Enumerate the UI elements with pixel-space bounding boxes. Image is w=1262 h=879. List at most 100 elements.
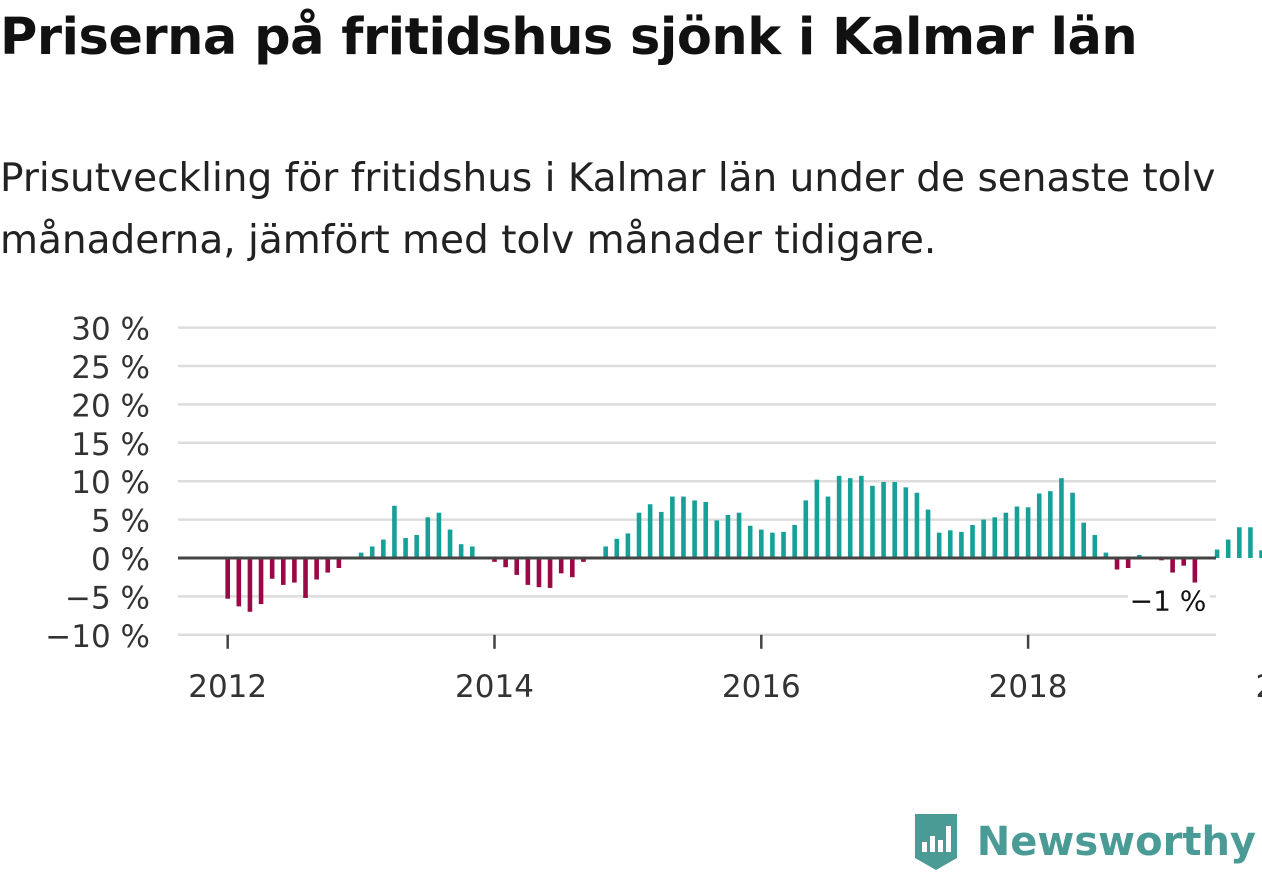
bar — [447, 529, 453, 558]
bar — [647, 504, 653, 558]
bar — [458, 544, 464, 558]
last-value-annotation: −1 % — [1130, 585, 1207, 618]
y-tick-label: −5 % — [65, 580, 150, 616]
bar — [670, 496, 675, 558]
bar — [514, 558, 520, 575]
y-tick-label: 10 % — [71, 465, 150, 501]
bar — [1136, 554, 1142, 558]
bar — [781, 531, 786, 558]
x-tick-label: 2014 — [455, 669, 534, 700]
y-tick-label: 25 % — [71, 350, 150, 386]
chart-subtitle: Prisutveckling för fritidshus i Kalmar l… — [0, 156, 1216, 263]
bar — [436, 512, 442, 558]
bar — [292, 558, 297, 583]
bar — [681, 496, 686, 558]
bar — [947, 530, 953, 558]
bar — [1059, 478, 1064, 558]
bar — [269, 558, 275, 579]
bar — [992, 517, 998, 558]
bar — [1114, 558, 1120, 570]
bar — [303, 558, 308, 598]
bar — [425, 517, 431, 558]
bar — [314, 558, 319, 580]
bar — [336, 558, 342, 568]
bar — [1248, 527, 1253, 558]
bar — [1192, 558, 1198, 583]
bar — [658, 511, 664, 558]
bar — [903, 487, 909, 558]
bar — [236, 558, 242, 607]
y-tick-label: 5 % — [91, 504, 150, 540]
x-tick-label: 2016 — [722, 669, 801, 700]
bar — [836, 475, 842, 558]
bar — [936, 532, 942, 558]
bar — [581, 558, 586, 562]
bar — [392, 505, 397, 558]
bar — [892, 481, 897, 558]
chart-title: Priserna på fritidshus sjönk i Kalmar lä… — [0, 8, 1138, 67]
bar — [547, 558, 553, 588]
bar — [692, 500, 697, 558]
bar — [1092, 534, 1098, 558]
x-tick-label: 2020 — [1255, 669, 1262, 700]
bar — [959, 531, 964, 558]
y-tick-label: 0 % — [91, 542, 150, 578]
bar — [1181, 558, 1187, 566]
bar — [759, 529, 764, 558]
bar — [225, 558, 230, 599]
bar — [469, 546, 475, 558]
bar — [847, 478, 853, 558]
bar — [870, 485, 875, 558]
y-tick-label: 15 % — [71, 427, 150, 463]
bar — [1225, 539, 1231, 558]
bar — [1003, 512, 1009, 558]
bar — [369, 546, 375, 558]
newsworthy-logo-icon — [914, 814, 957, 870]
bar — [703, 501, 709, 558]
bar — [714, 520, 720, 558]
bar — [358, 552, 364, 558]
bar — [1170, 558, 1175, 573]
bar-chart: 30 %25 %20 %15 %10 %5 %0 %−5 %−10 % 2012 2… — [45, 312, 1262, 700]
bar — [736, 512, 742, 558]
bar — [1259, 550, 1262, 558]
bar — [825, 496, 831, 558]
brand-name: Newsworthy — [976, 819, 1256, 865]
bar — [1014, 506, 1020, 558]
y-tick-label: 30 % — [71, 312, 150, 348]
bar — [803, 500, 809, 558]
bar — [558, 558, 564, 574]
bar — [603, 546, 608, 558]
bar — [725, 514, 731, 558]
bar — [881, 481, 886, 558]
bar — [859, 475, 864, 558]
bar — [1081, 522, 1086, 558]
bar — [1025, 507, 1031, 558]
bar — [925, 509, 931, 558]
bar — [258, 558, 264, 605]
bar — [503, 558, 508, 568]
x-tick-label: 2018 — [989, 669, 1068, 700]
bar — [614, 538, 620, 558]
brand: Newsworthy — [911, 807, 1256, 877]
bar — [1125, 558, 1131, 568]
bar — [414, 534, 419, 558]
x-tick-label: 2012 — [188, 669, 267, 700]
bar — [403, 538, 408, 558]
bar — [381, 539, 386, 558]
bar — [625, 533, 631, 558]
bar — [1036, 493, 1042, 558]
bar — [325, 558, 331, 573]
bar — [570, 558, 575, 578]
bar — [1214, 549, 1220, 558]
bar — [770, 532, 775, 558]
annotation-background — [1128, 582, 1210, 619]
bar — [981, 519, 986, 558]
bar — [914, 492, 920, 558]
bar — [247, 558, 253, 612]
bar — [536, 558, 542, 588]
bar — [1103, 552, 1109, 558]
bar — [1048, 491, 1053, 558]
bar — [747, 525, 753, 558]
bar — [814, 479, 820, 558]
